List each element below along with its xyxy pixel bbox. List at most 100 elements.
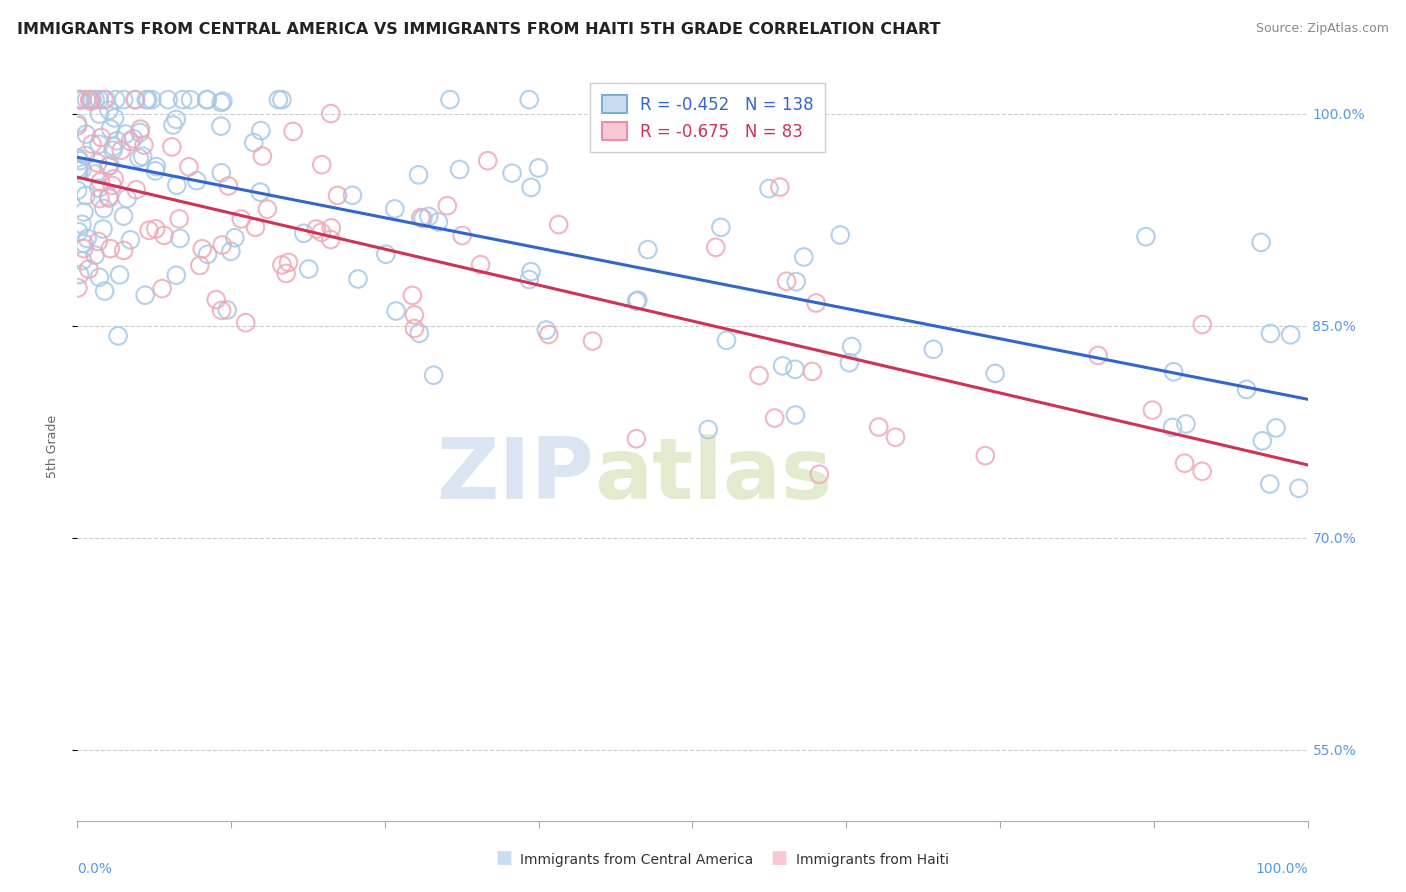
Point xyxy=(67,93,90,107)
Point xyxy=(252,149,274,163)
Point xyxy=(75,188,97,202)
Text: ■: ■ xyxy=(770,849,787,867)
Point xyxy=(66,151,89,165)
Point xyxy=(547,218,569,232)
Point xyxy=(769,180,792,194)
Point xyxy=(319,106,342,120)
Point xyxy=(211,303,233,318)
Point xyxy=(922,343,945,357)
Point xyxy=(188,259,211,273)
Point xyxy=(1279,327,1302,342)
Point xyxy=(408,168,430,182)
Point xyxy=(105,134,128,148)
Text: 100.0%: 100.0% xyxy=(1256,862,1308,876)
Point xyxy=(120,233,142,247)
Point xyxy=(98,158,121,172)
Point xyxy=(84,93,107,107)
Point xyxy=(165,268,187,283)
Point xyxy=(697,422,720,436)
Point xyxy=(517,272,540,286)
Point xyxy=(112,244,135,258)
Point xyxy=(1163,365,1185,379)
Point xyxy=(311,158,333,172)
Point xyxy=(136,93,159,107)
Point xyxy=(276,267,298,281)
Point xyxy=(267,93,290,107)
Point xyxy=(292,227,315,241)
Point xyxy=(626,294,648,309)
Point xyxy=(110,143,132,157)
Y-axis label: 5th Grade: 5th Grade xyxy=(46,415,59,477)
Point xyxy=(66,281,89,295)
Point xyxy=(408,326,430,341)
Point xyxy=(537,327,560,342)
Point xyxy=(271,93,294,107)
Point xyxy=(868,420,890,434)
Point xyxy=(69,268,91,282)
Point xyxy=(87,181,110,195)
Point xyxy=(311,225,333,239)
Point xyxy=(209,166,232,180)
Point xyxy=(67,225,90,239)
Point xyxy=(135,93,157,107)
Text: ZIP: ZIP xyxy=(436,434,595,517)
Point xyxy=(87,137,110,152)
Point xyxy=(627,293,650,308)
Point xyxy=(772,359,794,373)
Point xyxy=(69,153,91,168)
Point xyxy=(1175,417,1198,431)
Point xyxy=(212,94,235,108)
Point xyxy=(191,242,214,256)
Point xyxy=(1258,477,1281,491)
Point xyxy=(160,140,183,154)
Point xyxy=(186,174,208,188)
Point xyxy=(166,178,188,193)
Point xyxy=(90,130,112,145)
Point xyxy=(501,166,523,180)
Point xyxy=(249,185,271,199)
Point xyxy=(758,181,780,195)
Point xyxy=(70,93,93,107)
Point xyxy=(984,367,1007,381)
Point xyxy=(1191,464,1213,478)
Point xyxy=(103,111,125,125)
Legend: R = -0.452   N = 138, R = -0.675   N = 83: R = -0.452 N = 138, R = -0.675 N = 83 xyxy=(591,84,825,153)
Point xyxy=(517,93,540,107)
Point xyxy=(281,124,304,138)
Point xyxy=(129,126,152,140)
Point xyxy=(409,211,432,225)
Point xyxy=(785,408,807,422)
Point xyxy=(73,242,96,256)
Point xyxy=(97,160,120,174)
Point xyxy=(235,316,257,330)
Point xyxy=(775,274,797,288)
Point xyxy=(120,134,142,148)
Point xyxy=(219,244,242,259)
Point xyxy=(97,189,120,203)
Point xyxy=(401,288,423,302)
Point xyxy=(108,268,131,282)
Point xyxy=(224,231,246,245)
Point xyxy=(87,235,110,249)
Point xyxy=(404,321,426,335)
Point xyxy=(103,139,125,153)
Point xyxy=(138,223,160,237)
Point xyxy=(167,211,190,226)
Point xyxy=(209,119,232,133)
Point xyxy=(385,304,408,318)
Point xyxy=(581,334,603,348)
Point xyxy=(98,242,121,256)
Point xyxy=(520,180,543,194)
Point xyxy=(974,449,997,463)
Point xyxy=(93,93,115,107)
Point xyxy=(716,333,738,347)
Text: 0.0%: 0.0% xyxy=(77,862,112,876)
Point xyxy=(66,116,89,130)
Point xyxy=(801,364,824,378)
Point xyxy=(298,262,321,277)
Point xyxy=(145,160,167,174)
Point xyxy=(145,164,167,178)
Point xyxy=(79,93,101,107)
Point xyxy=(830,227,852,242)
Point xyxy=(804,296,827,310)
